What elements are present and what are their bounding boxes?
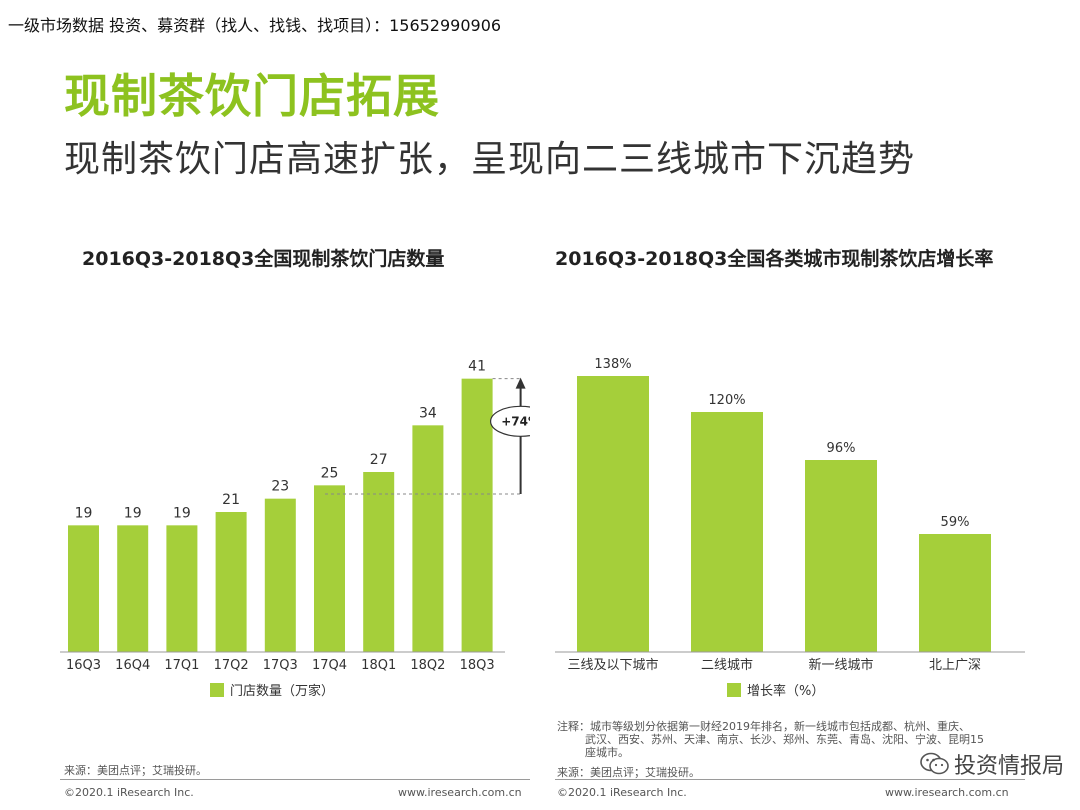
bar <box>68 525 99 652</box>
data-label: 34 <box>419 405 437 421</box>
data-label: 120% <box>708 393 745 408</box>
data-label: 19 <box>124 505 142 521</box>
tick-label: 18Q1 <box>361 658 396 673</box>
left-legend-label: 门店数量（万家） <box>230 683 334 699</box>
data-label: 25 <box>321 465 339 481</box>
left-chart-title: 2016Q3-2018Q3全国现制茶饮门店数量 <box>82 248 445 270</box>
tick-label: 三线及以下城市 <box>567 657 658 673</box>
data-label: 138% <box>594 357 631 372</box>
data-label: 41 <box>468 359 486 375</box>
bar <box>919 534 991 652</box>
data-label: 19 <box>75 505 93 521</box>
tick-label: 17Q4 <box>312 658 347 673</box>
bar <box>264 498 296 652</box>
right-site: www.iresearch.com.cn <box>885 786 1009 799</box>
header-banner: 一级市场数据 投资、募资群（找人、找钱、找项目）：15652990906 <box>8 16 502 35</box>
bar <box>166 525 198 652</box>
note-line: 座城市。 <box>585 746 629 759</box>
data-label: 23 <box>271 479 289 495</box>
right-legend-label: 增长率（%） <box>747 683 824 699</box>
bar <box>691 412 763 652</box>
note-line: 武汉、西安、苏州、天津、南京、长沙、郑州、东莞、青岛、沈阳、宁波、昆明15 <box>585 733 984 746</box>
tick-label: 16Q3 <box>66 658 101 673</box>
left-site: www.iresearch.com.cn <box>398 786 522 799</box>
right-copyright: ©2020.1 iResearch Inc. <box>557 786 687 799</box>
tick-label: 北上广深 <box>929 658 981 673</box>
page-title: 现制茶饮门店拓展 <box>64 69 440 123</box>
bar <box>215 512 247 652</box>
tick-label: 新一线城市 <box>808 657 873 673</box>
growth-annotation: +74% <box>325 377 530 495</box>
wechat-icon <box>920 752 949 775</box>
left-bar-chart: 19 16Q3 19 16Q4 19 17Q1 21 17Q2 23 17Q3 25 17Q4 27 18… <box>60 359 530 699</box>
legend-swatch <box>727 683 741 697</box>
right-source: 来源：美团点评；艾瑞投研。 <box>557 766 700 779</box>
left-copyright: ©2020.1 iResearch Inc. <box>64 786 194 799</box>
data-label: 59% <box>941 515 970 530</box>
data-label: 96% <box>827 441 856 456</box>
watermark-text: 投资情报局 <box>953 754 1064 779</box>
tick-label: 18Q2 <box>410 658 445 673</box>
left-source: 来源：美团点评；艾瑞投研。 <box>64 764 207 777</box>
tick-label: 17Q2 <box>214 658 249 673</box>
arrow-up-icon <box>515 377 526 389</box>
tick-label: 16Q4 <box>115 658 150 673</box>
bar <box>363 472 395 652</box>
page-subtitle: 现制茶饮门店高速扩张，呈现向二三线城市下沉趋势 <box>64 139 916 180</box>
legend-swatch <box>210 683 224 697</box>
bar <box>314 485 345 652</box>
right-bar-chart: 138% 三线及以下城市 120% 二线城市 96% 新一线城市 59% 北上广深 增长率（%… <box>555 357 1025 699</box>
growth-label: +74% <box>501 414 530 428</box>
right-divider <box>555 779 1025 780</box>
data-label: 27 <box>370 452 388 468</box>
data-label: 21 <box>222 492 240 508</box>
bar <box>461 378 493 652</box>
left-divider <box>60 779 530 780</box>
right-chart-title: 2016Q3-2018Q3全国各类城市现制茶饮店增长率 <box>555 248 994 270</box>
tick-label: 18Q3 <box>460 658 495 673</box>
tick-label: 17Q1 <box>164 658 199 673</box>
watermark: 投资情报局 <box>920 748 1064 780</box>
bar <box>577 376 649 652</box>
bar <box>412 425 444 652</box>
bar <box>805 460 877 652</box>
right-note: 注释：城市等级划分依据第一财经2019年排名，新一线城市包括成都、杭州、重庆、 … <box>557 720 1027 759</box>
bar <box>117 525 149 652</box>
note-line: 注释：城市等级划分依据第一财经2019年排名，新一线城市包括成都、杭州、重庆、 <box>557 720 970 733</box>
tick-label: 二线城市 <box>701 657 753 673</box>
tick-label: 17Q3 <box>263 658 298 673</box>
data-label: 19 <box>173 505 191 521</box>
